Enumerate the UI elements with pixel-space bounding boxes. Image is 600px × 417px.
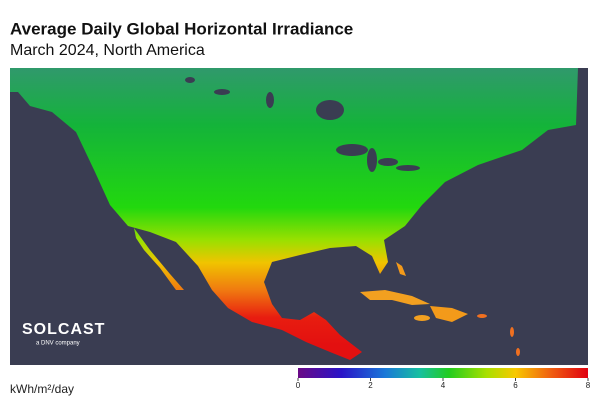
colorbar-label: kWh/m²/day bbox=[10, 382, 74, 396]
colorbar-ticks: 0 2 4 6 8 bbox=[296, 378, 591, 390]
tick-label: 4 bbox=[441, 381, 446, 390]
tick-label: 0 bbox=[296, 381, 301, 390]
tick-label: 2 bbox=[368, 381, 373, 390]
map-land bbox=[10, 68, 578, 360]
tick-label: 6 bbox=[513, 381, 518, 390]
subtitle: March 2024, North America bbox=[10, 42, 205, 59]
logo-tagline: a DNV company bbox=[36, 341, 80, 347]
tick-label: 8 bbox=[586, 381, 591, 390]
logo-name: SOLCAST bbox=[22, 321, 105, 338]
map-lakes bbox=[185, 77, 420, 172]
colorbar bbox=[298, 368, 588, 378]
title: Average Daily Global Horizontal Irradian… bbox=[10, 19, 353, 38]
